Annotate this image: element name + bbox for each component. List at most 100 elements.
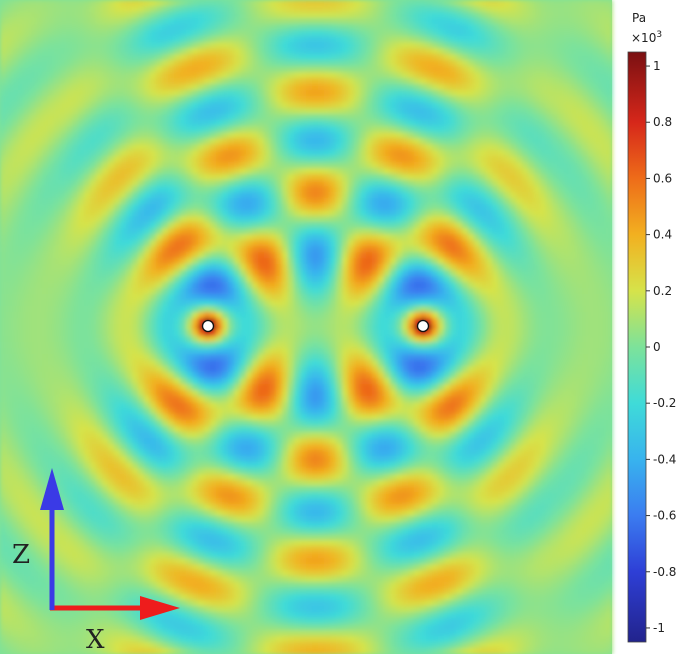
field-cell xyxy=(564,36,571,43)
field-cell xyxy=(378,264,385,271)
field-cell xyxy=(252,282,259,289)
field-cell xyxy=(492,276,499,283)
field-cell xyxy=(192,60,199,67)
field-cell xyxy=(198,150,205,157)
field-cell xyxy=(510,48,517,55)
field-cell xyxy=(606,180,613,187)
field-cell xyxy=(60,234,67,241)
field-cell xyxy=(504,36,511,43)
field-cell xyxy=(54,180,61,187)
field-cell xyxy=(66,234,73,241)
field-cell xyxy=(390,24,397,31)
field-cell xyxy=(438,36,445,43)
field-cell xyxy=(528,222,535,229)
field-cell xyxy=(90,204,97,211)
field-cell xyxy=(360,6,367,13)
field-cell xyxy=(480,264,487,271)
field-cell xyxy=(228,234,235,241)
field-cell xyxy=(144,150,151,157)
field-cell xyxy=(252,108,259,115)
field-cell xyxy=(264,132,271,139)
field-cell xyxy=(6,102,13,109)
field-cell xyxy=(30,156,37,163)
field-cell xyxy=(72,138,79,145)
field-cell xyxy=(174,216,181,223)
field-cell xyxy=(348,168,355,175)
field-cell xyxy=(222,168,229,175)
field-cell xyxy=(222,162,229,169)
field-cell xyxy=(120,96,127,103)
field-cell xyxy=(576,252,583,259)
field-cell xyxy=(114,162,121,169)
field-cell xyxy=(282,180,289,187)
field-cell xyxy=(402,252,409,259)
field-cell xyxy=(594,270,601,277)
field-cell xyxy=(366,120,373,127)
field-cell xyxy=(426,234,433,241)
field-cell xyxy=(396,234,403,241)
field-cell xyxy=(348,108,355,115)
field-cell xyxy=(510,12,517,19)
field-cell xyxy=(414,114,421,121)
field-cell xyxy=(456,24,463,31)
field-cell xyxy=(552,270,559,277)
field-cell xyxy=(576,168,583,175)
field-cell xyxy=(6,156,13,163)
field-cell xyxy=(378,72,385,79)
field-cell xyxy=(138,126,145,133)
field-cell xyxy=(402,150,409,157)
field-cell xyxy=(126,42,133,49)
field-cell xyxy=(600,240,607,247)
field-cell xyxy=(132,222,139,229)
field-cell xyxy=(486,48,493,55)
field-cell xyxy=(420,198,427,205)
field-cell xyxy=(582,102,589,109)
field-cell xyxy=(222,102,229,109)
field-cell xyxy=(6,126,13,133)
field-cell xyxy=(414,174,421,181)
field-cell xyxy=(510,186,517,193)
field-cell xyxy=(360,120,367,127)
field-cell xyxy=(486,54,493,61)
field-cell xyxy=(354,72,361,79)
field-cell xyxy=(186,120,193,127)
field-cell xyxy=(528,264,535,271)
field-cell xyxy=(318,30,325,37)
field-cell xyxy=(468,276,475,283)
field-cell xyxy=(18,78,25,85)
field-cell xyxy=(216,72,223,79)
field-cell xyxy=(474,108,481,115)
field-cell xyxy=(366,264,373,271)
field-cell xyxy=(606,216,613,223)
field-cell xyxy=(108,24,115,31)
field-cell xyxy=(90,240,97,247)
field-cell xyxy=(396,150,403,157)
field-cell xyxy=(288,60,295,67)
field-cell xyxy=(90,144,97,151)
field-cell xyxy=(450,258,457,265)
field-cell xyxy=(408,174,415,181)
field-cell xyxy=(180,144,187,151)
field-cell xyxy=(480,12,487,19)
field-cell xyxy=(120,204,127,211)
field-cell xyxy=(234,54,241,61)
field-cell xyxy=(270,186,277,193)
field-cell xyxy=(210,102,217,109)
field-cell xyxy=(78,54,85,61)
field-cell xyxy=(234,204,241,211)
field-cell xyxy=(342,186,349,193)
field-cell xyxy=(582,114,589,121)
field-cell xyxy=(234,186,241,193)
field-cell xyxy=(48,24,55,31)
field-cell xyxy=(180,126,187,133)
field-cell xyxy=(504,222,511,229)
field-cell xyxy=(516,156,523,163)
field-cell xyxy=(456,174,463,181)
field-cell xyxy=(342,84,349,91)
field-cell xyxy=(570,96,577,103)
field-cell xyxy=(114,198,121,205)
field-cell xyxy=(234,108,241,115)
field-cell xyxy=(84,222,91,229)
field-cell xyxy=(504,126,511,133)
field-cell xyxy=(126,72,133,79)
